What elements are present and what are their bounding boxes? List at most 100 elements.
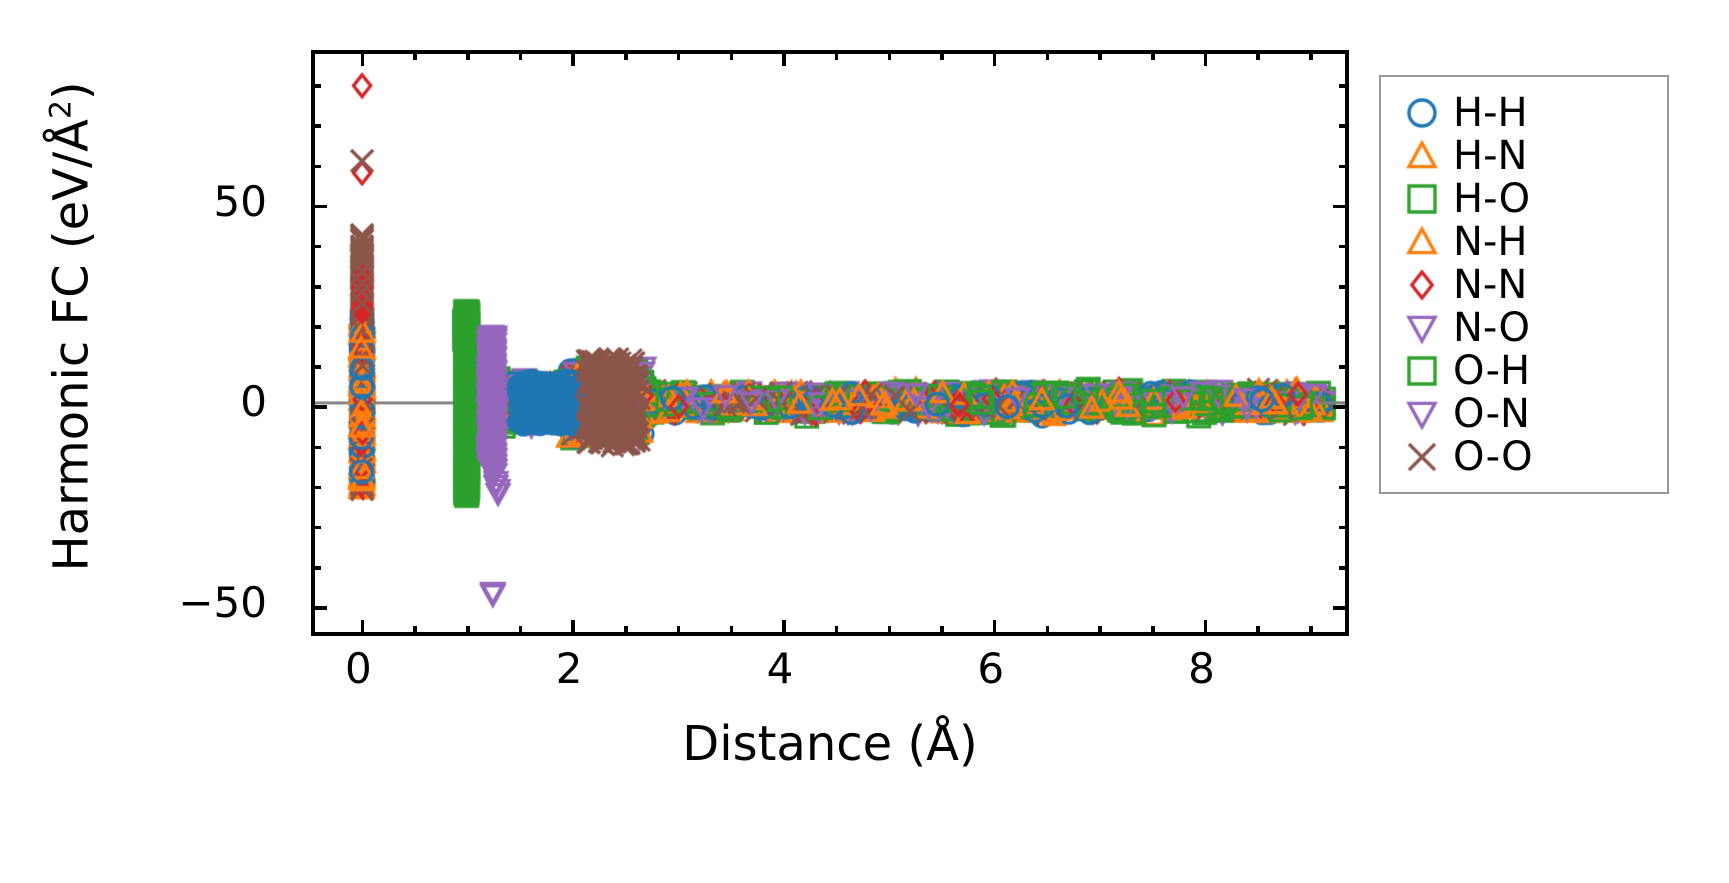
x-tick-top (466, 54, 470, 60)
legend-label: N-H (1453, 218, 1528, 265)
y-tick-label: −50 (178, 577, 267, 627)
legend-item-o-n[interactable]: O-N (1391, 390, 1657, 437)
legend-label: N-N (1453, 261, 1528, 308)
x-tick-top (1309, 54, 1313, 60)
y-tick (315, 124, 321, 128)
y-tick (315, 285, 321, 289)
x-tick-top (1098, 54, 1102, 60)
legend-item-o-o[interactable]: O-O (1391, 433, 1657, 480)
y-axis-label-base: Harmonic FC (eV/Å (43, 119, 100, 572)
x-tick (992, 620, 997, 632)
x-tick (624, 626, 628, 632)
x-tick-top (676, 54, 681, 60)
legend-item-n-h[interactable]: N-H (1391, 218, 1657, 265)
y-tick (315, 405, 327, 409)
legend-label: O-H (1453, 347, 1531, 394)
y-tick-label: 0 (240, 377, 267, 427)
legend-item-o-h[interactable]: O-H (1391, 347, 1657, 394)
x-tick (834, 626, 839, 632)
x-tick (1256, 626, 1260, 632)
y-tick-right (1333, 405, 1345, 409)
square-icon (1391, 175, 1453, 222)
x-tick (518, 626, 523, 632)
x-axis-label: Distance (Å) (682, 716, 978, 772)
x-tick-top (1203, 54, 1208, 66)
y-tick-right (1339, 164, 1345, 169)
x-tick-top (413, 54, 417, 60)
scatter-data-canvas (315, 54, 1345, 632)
x-tick-label: 2 (555, 644, 583, 693)
x-tick (1309, 626, 1313, 632)
y-tick (315, 84, 321, 88)
y-tick-right (1339, 285, 1345, 289)
legend-label: H-O (1453, 175, 1531, 222)
y-axis-label-tail: ) (43, 81, 100, 101)
x-tick (1151, 626, 1155, 632)
x-tick (413, 626, 417, 632)
x-tick-top (1256, 54, 1260, 60)
triangle-up-icon (1391, 132, 1453, 179)
diamond-icon (1391, 261, 1453, 308)
y-tick (315, 606, 327, 610)
y-tick-right (1339, 445, 1345, 450)
x-tick-top (1151, 54, 1155, 60)
x-tick-top (992, 54, 997, 66)
legend-label: H-H (1453, 89, 1528, 136)
legend-item-h-h[interactable]: H-H (1391, 89, 1657, 136)
x-tick-top (1045, 54, 1050, 60)
y-tick (315, 204, 327, 209)
x-tick-top (834, 54, 839, 60)
plot-area (311, 50, 1349, 636)
y-tick-right (1339, 325, 1345, 329)
x-tick-label: 0 (345, 644, 372, 693)
x-tick (676, 626, 681, 632)
x-tick (1045, 626, 1050, 632)
y-tick (315, 485, 321, 490)
x-tick-label: 8 (1188, 644, 1215, 693)
x-tick-top (518, 54, 523, 60)
y-tick-right (1339, 485, 1345, 490)
legend-label: H-N (1453, 132, 1528, 179)
y-tick-right (1333, 606, 1345, 610)
x-icon (1391, 433, 1453, 480)
y-tick-right (1339, 244, 1345, 249)
x-tick (360, 620, 365, 632)
y-tick (315, 365, 321, 369)
y-tick-right (1333, 204, 1345, 209)
x-tick-top (729, 54, 733, 60)
y-tick (315, 445, 321, 450)
legend-item-h-n[interactable]: H-N (1391, 132, 1657, 179)
triangle-down-icon (1391, 304, 1453, 351)
legend-label: N-O (1453, 304, 1530, 351)
x-tick-top (887, 54, 892, 60)
square-icon (1391, 347, 1453, 394)
y-tick (315, 325, 321, 329)
x-tick-top (940, 54, 944, 60)
y-tick (315, 244, 321, 249)
legend-item-n-n[interactable]: N-N (1391, 261, 1657, 308)
y-axis-label: Harmonic FC (eV/Å2) (43, 26, 100, 626)
legend-item-h-o[interactable]: H-O (1391, 175, 1657, 222)
x-tick-label: 4 (766, 644, 794, 693)
legend-item-n-o[interactable]: N-O (1391, 304, 1657, 351)
x-tick (729, 626, 733, 632)
legend-label: O-N (1453, 390, 1530, 437)
triangle-up-icon (1391, 218, 1453, 265)
circle-icon (1391, 89, 1453, 136)
x-tick-top (571, 54, 575, 66)
y-tick-right (1339, 124, 1345, 128)
y-axis-label-exponent: 2 (43, 100, 79, 120)
x-tick (1203, 620, 1208, 632)
x-tick-top (782, 54, 786, 66)
x-tick-top (624, 54, 628, 60)
x-tick (571, 620, 575, 632)
y-tick (315, 525, 321, 530)
y-tick-label: 50 (213, 176, 267, 226)
x-tick (1098, 626, 1102, 632)
y-tick-right (1339, 566, 1345, 570)
y-tick (315, 566, 321, 570)
y-tick-right (1339, 365, 1345, 369)
x-tick-label: 6 (977, 644, 1005, 693)
legend-label: O-O (1453, 433, 1533, 480)
